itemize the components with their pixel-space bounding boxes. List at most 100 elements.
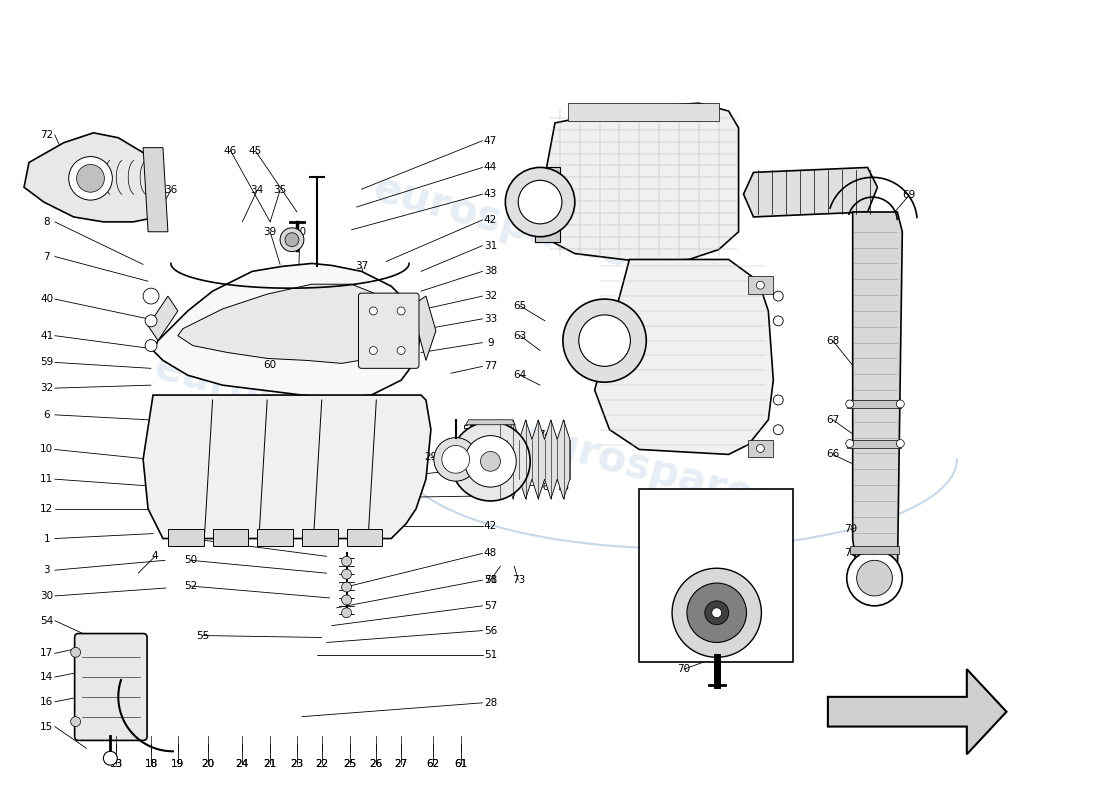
Text: eurospares: eurospares xyxy=(517,415,782,523)
Circle shape xyxy=(145,315,157,326)
Circle shape xyxy=(563,299,647,382)
Bar xyxy=(346,529,383,546)
Circle shape xyxy=(370,307,377,315)
Text: 56: 56 xyxy=(484,626,497,635)
Circle shape xyxy=(579,315,630,366)
Text: 29: 29 xyxy=(425,452,438,462)
Circle shape xyxy=(397,307,405,315)
Text: 69: 69 xyxy=(903,190,916,200)
Text: Vale per CH: Vale per CH xyxy=(678,500,755,514)
Text: 6: 6 xyxy=(44,410,51,420)
Circle shape xyxy=(857,560,892,596)
Text: 32: 32 xyxy=(484,291,497,301)
Circle shape xyxy=(342,556,352,566)
Text: 77: 77 xyxy=(484,362,497,371)
Circle shape xyxy=(846,439,854,447)
Bar xyxy=(639,489,793,662)
Circle shape xyxy=(847,550,902,606)
Text: 50: 50 xyxy=(184,555,197,566)
Circle shape xyxy=(705,601,728,625)
Circle shape xyxy=(145,340,157,351)
Circle shape xyxy=(773,395,783,405)
Text: 7: 7 xyxy=(44,251,51,262)
Text: 78: 78 xyxy=(844,548,857,558)
Text: 4: 4 xyxy=(152,551,158,562)
Polygon shape xyxy=(500,420,570,499)
Text: 54: 54 xyxy=(41,616,54,626)
Text: 66: 66 xyxy=(826,450,839,459)
Circle shape xyxy=(464,436,516,487)
Circle shape xyxy=(688,583,747,642)
Polygon shape xyxy=(24,133,163,222)
Text: 53: 53 xyxy=(462,425,475,434)
Polygon shape xyxy=(852,212,902,578)
Polygon shape xyxy=(411,296,436,361)
Text: 43: 43 xyxy=(484,189,497,199)
Circle shape xyxy=(451,422,530,501)
Text: 2: 2 xyxy=(487,462,494,472)
Text: 57: 57 xyxy=(484,601,497,611)
Text: 42: 42 xyxy=(484,521,497,530)
Bar xyxy=(257,529,293,546)
Text: 27: 27 xyxy=(395,759,408,769)
Circle shape xyxy=(70,647,80,658)
Circle shape xyxy=(896,439,904,447)
Text: 65: 65 xyxy=(514,301,527,311)
Circle shape xyxy=(70,717,80,726)
Circle shape xyxy=(280,228,304,251)
Text: 24: 24 xyxy=(235,759,249,769)
Text: 74: 74 xyxy=(538,430,552,440)
Text: 23: 23 xyxy=(290,759,304,769)
Text: 48: 48 xyxy=(484,548,497,558)
Text: 76: 76 xyxy=(537,482,550,492)
Text: 18: 18 xyxy=(144,759,157,769)
Text: 31: 31 xyxy=(484,241,497,250)
Text: 79: 79 xyxy=(844,524,857,534)
Circle shape xyxy=(773,291,783,301)
Circle shape xyxy=(672,568,761,658)
Text: 10: 10 xyxy=(41,445,54,454)
Circle shape xyxy=(342,608,352,618)
Circle shape xyxy=(370,346,377,354)
Text: 23: 23 xyxy=(290,759,304,769)
Text: 45: 45 xyxy=(249,146,262,156)
Text: 49: 49 xyxy=(184,534,197,543)
Bar xyxy=(301,529,338,546)
Text: 28: 28 xyxy=(484,698,497,708)
Text: 37: 37 xyxy=(355,262,368,271)
Text: 72: 72 xyxy=(41,130,54,140)
Bar xyxy=(847,439,901,447)
Text: 26: 26 xyxy=(370,759,383,769)
Text: 19: 19 xyxy=(172,759,185,769)
Text: 5: 5 xyxy=(465,456,472,466)
Text: 61: 61 xyxy=(454,759,467,769)
Text: 44: 44 xyxy=(484,162,497,173)
Text: 67: 67 xyxy=(826,414,839,425)
Polygon shape xyxy=(143,395,431,538)
Circle shape xyxy=(481,451,500,471)
Circle shape xyxy=(342,595,352,605)
Text: CARLEI: CARLEI xyxy=(626,107,661,117)
Polygon shape xyxy=(744,167,878,217)
Text: 52: 52 xyxy=(184,581,197,591)
Text: 47: 47 xyxy=(484,136,497,146)
Bar xyxy=(748,276,773,294)
Text: 25: 25 xyxy=(343,759,356,769)
Text: 75: 75 xyxy=(557,482,570,492)
Text: 33: 33 xyxy=(484,314,497,324)
Bar xyxy=(168,529,204,546)
Text: 63: 63 xyxy=(514,330,527,341)
Text: 13: 13 xyxy=(110,759,123,769)
Text: 34: 34 xyxy=(251,186,264,195)
Circle shape xyxy=(397,346,405,354)
Text: Valid for CH: Valid for CH xyxy=(676,520,756,533)
Text: 27: 27 xyxy=(395,759,408,769)
Circle shape xyxy=(846,400,854,408)
Text: 51: 51 xyxy=(484,650,497,660)
Circle shape xyxy=(143,288,160,304)
Text: 70: 70 xyxy=(678,664,691,674)
Polygon shape xyxy=(153,263,421,398)
Text: eurospares: eurospares xyxy=(367,167,632,276)
Polygon shape xyxy=(568,103,718,121)
Text: 13: 13 xyxy=(110,759,123,769)
